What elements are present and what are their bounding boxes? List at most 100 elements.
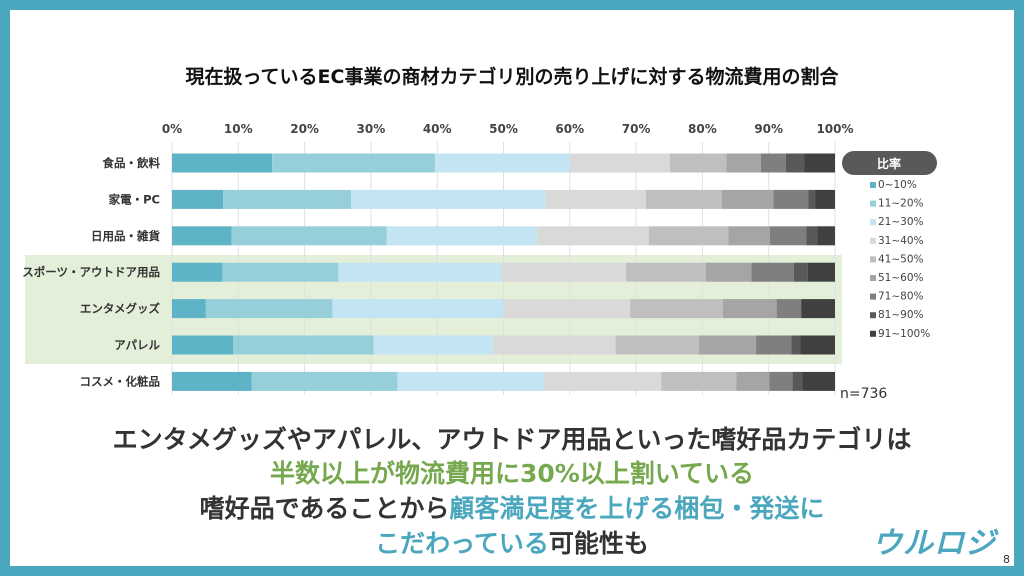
message-line-4a: こだわっている: [375, 529, 549, 558]
bar-segment: [751, 262, 794, 282]
legend-swatch: [870, 275, 876, 281]
bar-segment: [756, 335, 792, 355]
legend-entry: 41~50%: [878, 253, 924, 265]
bar-segment: [800, 335, 835, 355]
bar-segment: [351, 189, 546, 209]
bar-segment: [626, 262, 706, 282]
bar-segment: [172, 226, 232, 246]
legend-swatch: [870, 237, 876, 244]
legend-title: 比率: [877, 156, 901, 171]
bar-segment: [537, 226, 649, 246]
bar-segment: [815, 189, 835, 209]
bar-segment: [172, 299, 206, 319]
bar-segment: [332, 299, 504, 319]
category-label: アパレル: [114, 338, 160, 352]
bar-segment: [806, 226, 818, 246]
bar-segment: [338, 262, 502, 282]
bar-segment: [760, 153, 786, 173]
x-tick-label: 100%: [816, 122, 853, 136]
bar-segment: [802, 371, 835, 391]
bar-segment: [232, 335, 374, 355]
chart-title: 現在扱っているEC事業の商材カテゴリ別の売り上げに対する物流費用の割合: [185, 66, 839, 88]
message-line-3b: 顧客満足度を上げる梱包・発送に: [449, 494, 825, 523]
bar-segment: [791, 335, 801, 355]
bar-segment: [503, 299, 631, 319]
bar-segment: [172, 153, 273, 173]
logo: ウルロジ: [872, 526, 996, 561]
bar-segment: [722, 299, 777, 319]
legend-swatch: [870, 182, 876, 188]
bar-segment: [543, 371, 662, 391]
bar-segment: [373, 335, 493, 355]
category-label: エンタメグッズ: [80, 302, 161, 316]
message-line-3: 嗜好品であることから顧客満足度を上げる梱包・発送に: [0, 489, 1024, 525]
legend-entry: 0~10%: [878, 179, 917, 191]
x-tick-label: 20%: [290, 122, 319, 136]
bar-segment: [728, 226, 771, 246]
bar-segment: [386, 226, 538, 246]
bar-segment: [222, 262, 339, 282]
x-tick-label: 30%: [357, 122, 386, 136]
legend-entry: 21~30%: [878, 216, 924, 228]
bar-segment: [808, 189, 816, 209]
x-tick-label: 70%: [622, 122, 651, 136]
category-label: 家電・PC: [109, 192, 160, 206]
x-tick-label: 50%: [489, 122, 518, 136]
bar-segment: [648, 226, 729, 246]
bar-segment: [705, 262, 752, 282]
message-line-2: 半数以上が物流費用に30%以上割いている: [269, 459, 755, 488]
bar-segment: [545, 189, 647, 209]
bar-segment: [501, 262, 627, 282]
bar-segment: [726, 153, 761, 173]
legend-swatch: [870, 256, 876, 263]
x-tick-label: 40%: [423, 122, 452, 136]
bar-segment: [804, 153, 835, 173]
legend-swatch: [870, 330, 876, 337]
x-tick-label: 90%: [754, 122, 783, 136]
legend-entry: 71~80%: [878, 291, 924, 303]
legend-swatch: [870, 200, 876, 207]
legend-swatch: [870, 293, 876, 300]
bar-segment: [669, 153, 727, 173]
bar-segment: [792, 371, 803, 391]
bar-segment: [630, 299, 723, 319]
legend-swatch: [870, 219, 876, 226]
x-tick-label: 60%: [555, 122, 584, 136]
bar-segment: [773, 189, 809, 209]
bar-segment: [646, 189, 722, 209]
legend-title-pill: [842, 151, 937, 175]
category-label: スポーツ・アウトドア用品: [22, 265, 160, 279]
legend-swatch: [870, 312, 876, 319]
bar-segment: [492, 335, 616, 355]
category-label: コスメ・化粧品: [80, 374, 161, 388]
legend-entry: 11~20%: [878, 198, 924, 210]
message-line-3a: 嗜好品であることから: [199, 494, 450, 523]
x-tick-label: 80%: [688, 122, 717, 136]
bar-segment: [172, 371, 252, 391]
bar-segment: [435, 153, 570, 173]
page-number: 8: [1003, 553, 1010, 566]
bar-segment: [817, 226, 835, 246]
bar-segment: [231, 226, 387, 246]
x-tick-label: 10%: [224, 122, 253, 136]
message-line-4b: 可能性も: [548, 529, 649, 558]
bar-segment: [793, 262, 808, 282]
x-tick-label: 0%: [162, 122, 182, 136]
bar-segment: [223, 189, 352, 209]
bar-segment: [776, 299, 802, 319]
bar-segment: [661, 371, 737, 391]
bar-segment: [251, 371, 398, 391]
bar-segment: [769, 371, 793, 391]
bar-segment: [172, 262, 223, 282]
bar-segment: [205, 299, 333, 319]
bar-segment: [807, 262, 835, 282]
bar-segment: [736, 371, 770, 391]
bar-segment: [801, 299, 835, 319]
bar-segment: [615, 335, 700, 355]
legend-entry: 81~90%: [878, 309, 924, 321]
legend-entry: 31~40%: [878, 235, 924, 247]
message-line-4: こだわっている可能性も: [0, 524, 1024, 560]
sample-size: n=736: [840, 386, 888, 402]
category-label: 日用品・雑貨: [91, 229, 160, 243]
